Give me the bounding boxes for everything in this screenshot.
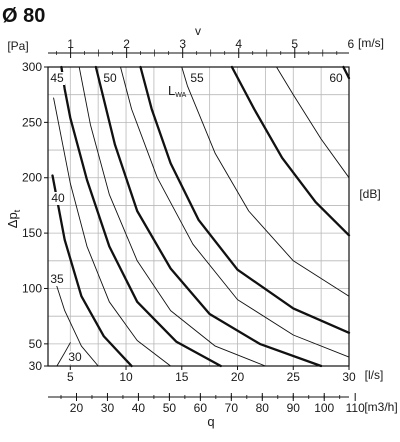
axes [44, 48, 356, 401]
m3h-tick-label: 70 [225, 401, 239, 415]
m3h-tick-label: 90 [287, 401, 301, 415]
series-label: LWA [168, 83, 187, 99]
series-label-subscript: WA [175, 92, 186, 99]
v-unit-label: [m/s] [358, 36, 384, 50]
curve-label-55: 55 [190, 71, 204, 85]
curve-label-background [49, 72, 65, 85]
q-tick-label: 25 [287, 370, 301, 384]
curve-label-background [49, 273, 65, 286]
chart-title: Ø 80 [2, 5, 45, 27]
sound-level-curve-37.5 [53, 97, 172, 367]
plot-frame [47, 66, 350, 367]
y-tick-label: 250 [22, 115, 42, 129]
sound-level-curve-52.5 [181, 66, 350, 297]
y-tick-label: 150 [22, 226, 42, 240]
y-axis-label-subscript: t [12, 209, 22, 212]
y-tick-label: 50 [29, 337, 43, 351]
m3h-tick-label: 110 [346, 401, 365, 415]
v-tick-label: 1 [67, 37, 74, 51]
v-tick-label: 5 [291, 37, 298, 51]
y-tick-label: 100 [22, 281, 42, 295]
curve-label-30: 30 [68, 350, 82, 364]
q-tick-label: 30 [342, 370, 356, 384]
curve-label-35: 35 [50, 272, 64, 286]
sound-level-curve-47.5 [120, 66, 350, 358]
m3h-tick-label: 100 [314, 401, 334, 415]
sound-level-curve-45 [94, 65, 323, 368]
sound-level-curve-42.5 [78, 66, 266, 367]
curve-label-background [50, 192, 66, 205]
v-axis-label: v [195, 24, 201, 38]
y-tick-label: 200 [22, 171, 42, 185]
m3h-tick-label: 20 [70, 401, 84, 415]
m3h-tick-label: 60 [194, 401, 208, 415]
q-tick-label: 10 [119, 370, 133, 384]
curve-label-50: 50 [103, 71, 117, 85]
curve-label-background [102, 72, 118, 85]
sound-level-curve-32.5 [54, 279, 99, 367]
v-tick-label: 3 [179, 37, 186, 51]
sound-level-curve-50 [139, 65, 351, 334]
sound-level-curve-40 [60, 65, 222, 368]
y-axis-label: Δpt [5, 209, 22, 228]
m3h-tick-label: 30 [101, 401, 115, 415]
q-tick-label: 5 [67, 370, 74, 384]
curve-label-background [67, 351, 83, 364]
q-unit-label: [l/s] [365, 368, 384, 382]
curve-label-40: 40 [51, 191, 65, 205]
q-tick-label: 15 [175, 370, 189, 384]
curves [51, 65, 351, 368]
v-tick-label: 4 [235, 37, 242, 51]
q-axis-label: q [207, 414, 214, 429]
m3h-unit-label: [m3/h] [364, 400, 397, 414]
db-unit-label: [dB] [359, 187, 380, 201]
sound-level-curve-60 [342, 65, 351, 80]
sound-level-curve-57.5 [276, 66, 350, 179]
sound-level-curve-55 [230, 65, 351, 237]
v-tick-label: 2 [123, 37, 130, 51]
sound-level-curve-30 [56, 342, 71, 367]
m3h-tick-label: 40 [132, 401, 146, 415]
curve-label-60: 60 [329, 71, 343, 85]
m3h-tick-label: 80 [256, 401, 270, 415]
y-tick-label: 300 [22, 60, 42, 74]
m3h-tick-label: 50 [163, 401, 177, 415]
curve-label-45: 45 [50, 71, 64, 85]
sound-level-curve-35 [51, 174, 133, 368]
v-tick-label: 6 [347, 37, 354, 51]
curve-label-background [189, 72, 205, 85]
y-tick-label: 30 [29, 359, 43, 373]
q-tick-label: 20 [231, 370, 245, 384]
curve-label-background [328, 72, 344, 85]
y-unit-label: [Pa] [7, 39, 28, 53]
